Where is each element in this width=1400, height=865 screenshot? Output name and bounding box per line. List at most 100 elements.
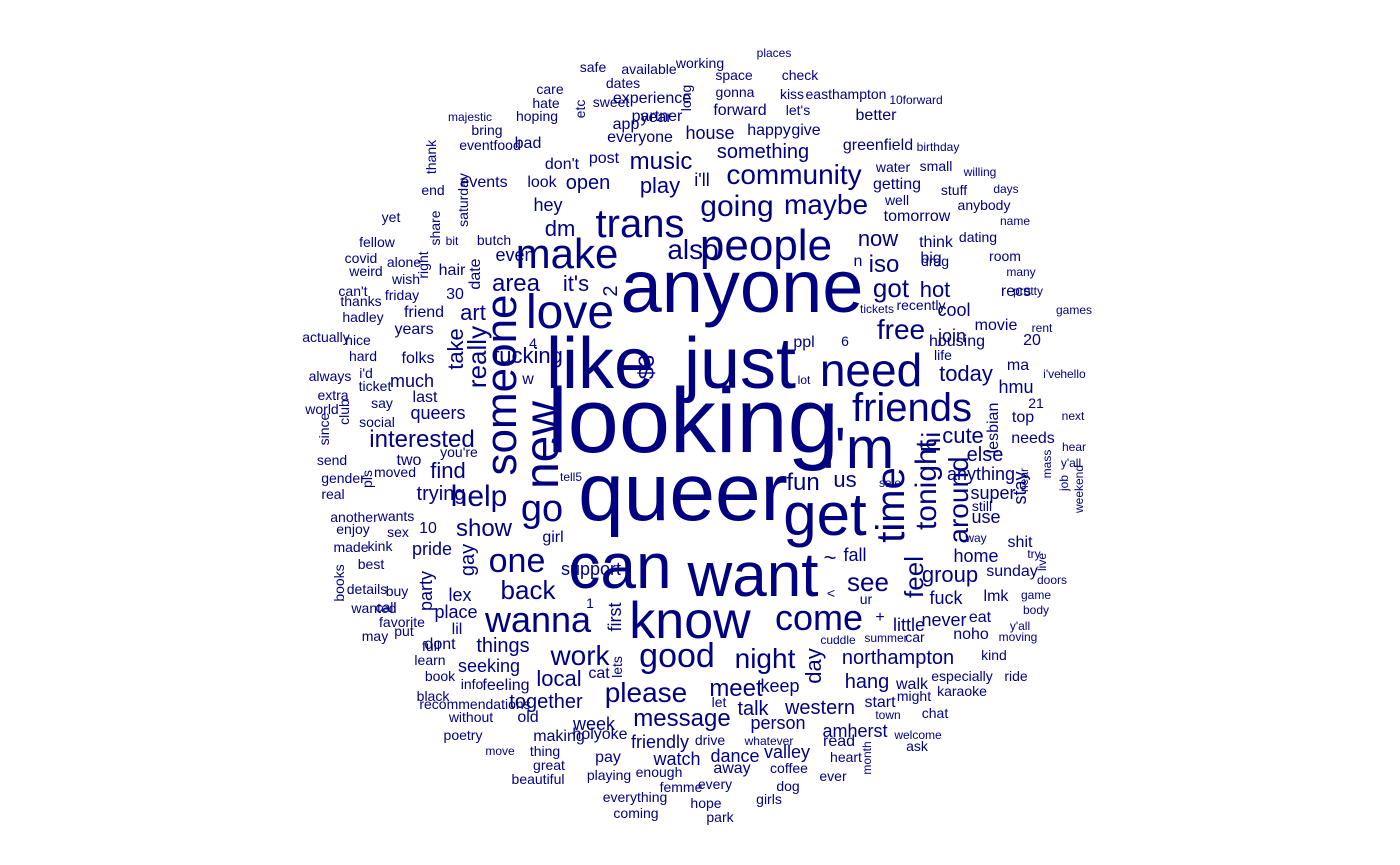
word: show [456,515,513,542]
word: send [317,452,347,468]
word: get [783,481,867,548]
word: needs [1011,430,1055,447]
word: friendly [631,732,689,752]
word: month [860,741,874,774]
word: day [801,648,826,683]
word: community [726,159,861,190]
word: y'all [1010,619,1030,633]
word: drive [695,732,726,748]
word: summer [864,631,907,645]
word: extra [317,387,348,403]
word: local [536,666,581,691]
word: talk [737,698,769,720]
word: take [443,328,468,370]
word: weekend [1072,465,1086,514]
word: moved [374,464,416,480]
word: books [331,564,347,601]
word: give [791,122,820,139]
word: year [640,109,672,126]
word: amherst [822,721,887,741]
word: cuddle [820,633,856,647]
word: first [605,603,625,632]
word: body [1023,603,1049,617]
word: every [698,776,732,792]
word: you're [440,444,478,460]
word: heart [830,749,862,765]
word: pride [412,539,452,559]
word: let's [786,102,810,118]
word: great [533,757,565,773]
word: years [394,321,433,338]
word: think [919,234,954,251]
word: working [675,55,724,71]
word: gay [457,544,479,576]
word: especially [931,668,992,684]
word: looking [547,370,839,472]
word: bring [471,122,502,138]
word: y'all [1061,456,1081,470]
word: much [390,371,434,391]
word: dating [959,229,997,245]
word: open [566,172,611,194]
word: want [687,541,819,610]
word: mass [1040,450,1054,479]
word: actually [302,329,349,345]
word: pay [595,749,621,766]
word: say [371,395,393,411]
word: dog [776,778,799,794]
word: kind [981,647,1007,663]
word: + [875,609,884,626]
word: use [971,507,1000,527]
word: new [516,401,569,489]
word: girl [542,529,563,546]
word: without [448,709,493,725]
word: around [943,456,974,543]
word: hey [533,195,562,215]
word: car [905,629,925,645]
word: 6 [841,333,849,349]
word: work [549,640,610,671]
word: hard [349,348,377,364]
word: safe [580,59,607,75]
word: well [884,192,909,208]
word: lil [452,621,463,638]
word: support [561,559,621,579]
word: recently [896,297,945,313]
word: keep [760,676,799,696]
word: hot [920,277,951,302]
word: little [893,615,925,635]
word: ur [860,591,873,607]
word: kiss [780,86,804,102]
word: house [685,123,734,143]
word: thank [423,139,439,174]
word: enough [636,764,683,780]
word: join [937,326,966,346]
word: cute [942,423,984,448]
word: alone [387,254,421,270]
word: friends [852,386,972,430]
word: message [633,705,730,732]
word: 10forward [889,93,942,107]
word: look [527,174,557,191]
word: going [700,190,773,223]
word: share [427,210,443,245]
word: post [589,150,620,167]
word: eventfood [459,137,521,153]
word: another [330,509,378,525]
word: hadley [342,309,383,325]
word: make [516,230,619,277]
word: beautiful [512,771,565,787]
word: fall [843,545,866,565]
word: don't [545,156,580,173]
word: top [1012,409,1034,426]
word: pls [359,470,375,488]
word: read [823,733,855,750]
word: kink [368,538,394,554]
word: call [375,599,396,615]
word: 10 [419,520,437,537]
word: hang [845,671,890,693]
word: lot [798,373,811,387]
word: still [972,498,992,514]
word: meet [709,675,763,702]
word: ma [1007,357,1029,374]
